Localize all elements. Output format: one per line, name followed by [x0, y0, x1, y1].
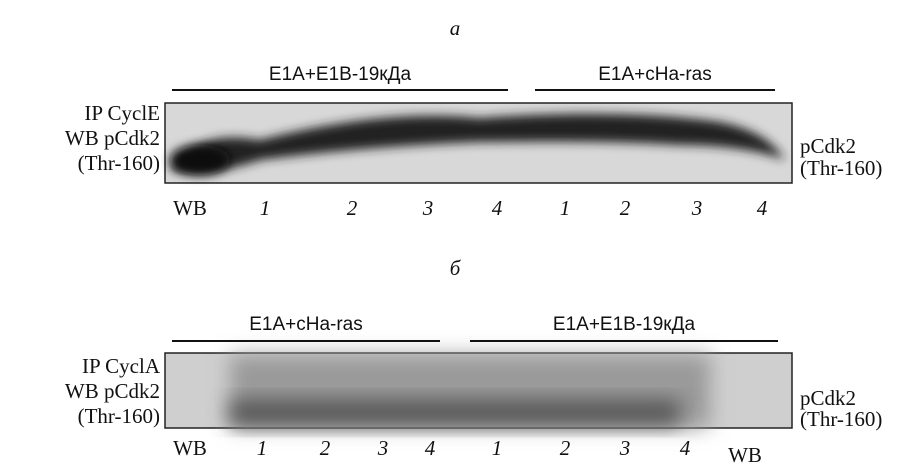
group-label: E1A+E1B-19кДа	[553, 314, 696, 335]
lane-label: 3	[377, 436, 389, 460]
group-label: E1A+cHa-ras	[598, 64, 712, 85]
lane-label: 4	[680, 436, 691, 460]
left-label: IP CyclE	[84, 101, 160, 125]
lane-label: 2	[347, 196, 358, 220]
right-label: (Thr-160)	[800, 407, 882, 431]
left-label: WB pCdk2	[65, 379, 160, 403]
left-label: (Thr-160)	[78, 151, 160, 175]
blot-b	[164, 352, 793, 429]
right-label: pCdk2	[800, 386, 856, 410]
lane-label: 1	[560, 196, 571, 220]
lane-label: 4	[492, 196, 503, 220]
left-label: WB pCdk2	[65, 126, 160, 150]
lane-label: WB	[173, 196, 207, 220]
group-label: E1A+E1B-19кДа	[269, 64, 412, 85]
panel-label: а	[450, 16, 461, 40]
lane-label: 1	[260, 196, 271, 220]
left-label: (Thr-160)	[78, 404, 160, 428]
lane-label: WB	[728, 443, 762, 464]
right-label: (Thr-160)	[800, 156, 882, 180]
lane-label: 3	[691, 196, 703, 220]
lane-label: 4	[425, 436, 436, 460]
lane-label: 3	[619, 436, 631, 460]
lane-label: 2	[620, 196, 631, 220]
blot-a	[164, 102, 793, 184]
right-label: pCdk2	[800, 134, 856, 158]
lane-label: WB	[173, 436, 207, 460]
lane-label: 2	[560, 436, 571, 460]
lane-label: 4	[757, 196, 768, 220]
lane-label: 3	[422, 196, 434, 220]
group-label: E1A+cHa-ras	[249, 314, 363, 335]
lane-label: 1	[492, 436, 503, 460]
panel-label: б	[450, 256, 462, 280]
lane-label: 1	[257, 436, 268, 460]
left-label: IP CyclA	[82, 354, 161, 378]
lane-label: 2	[320, 436, 331, 460]
